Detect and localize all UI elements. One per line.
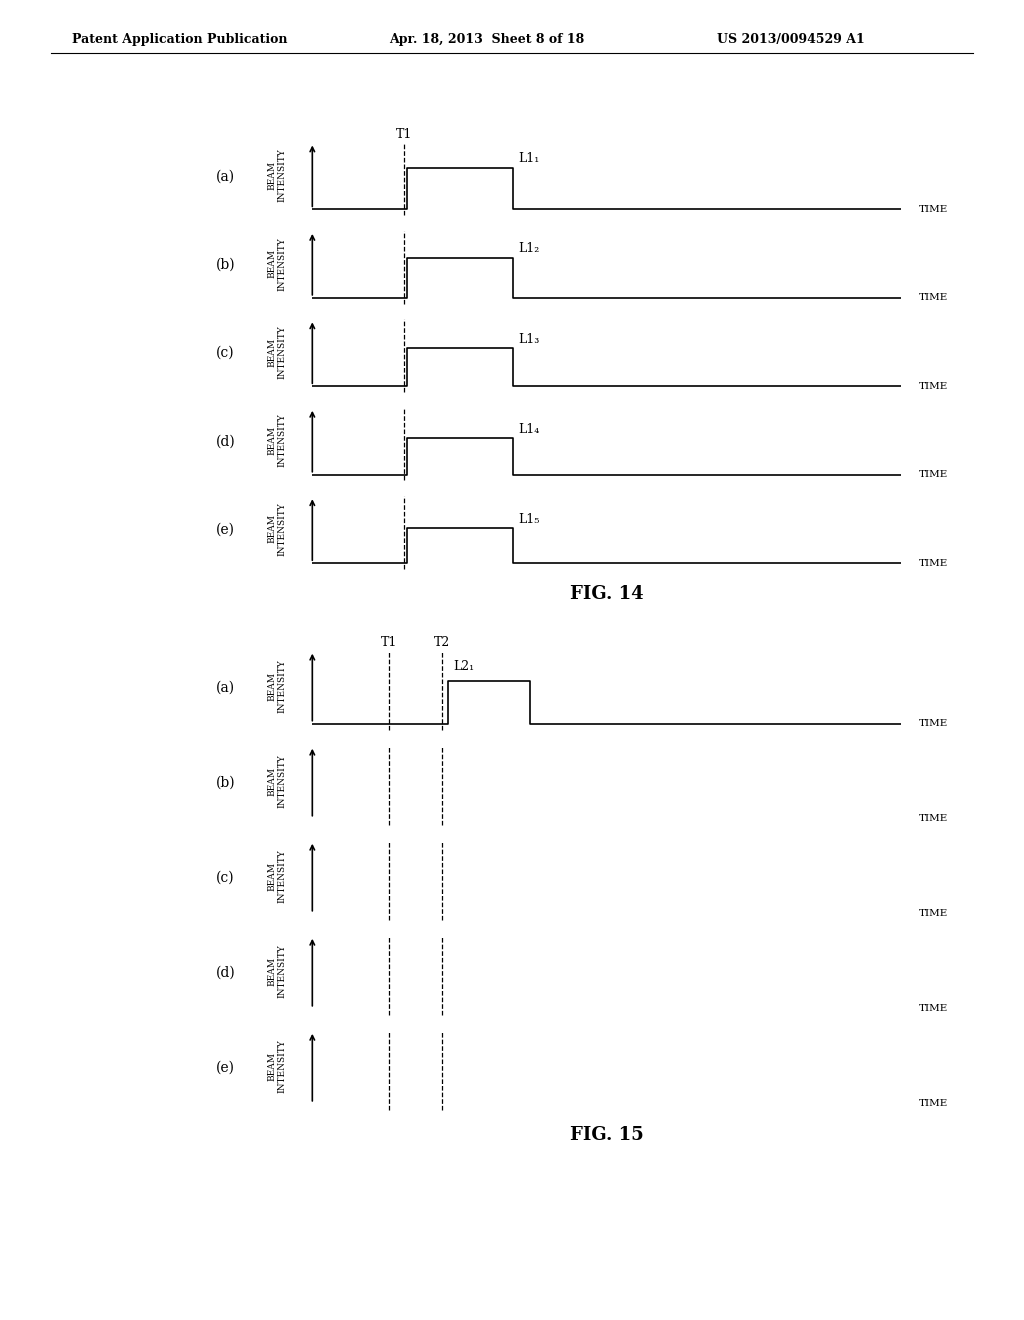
Text: T1: T1 [395,128,412,141]
Text: (a): (a) [216,681,234,694]
Text: (e): (e) [216,1061,234,1074]
Text: BEAM
INTENSITY: BEAM INTENSITY [267,325,287,379]
Text: T1: T1 [381,636,397,649]
Text: TIME: TIME [919,909,948,919]
Text: Apr. 18, 2013  Sheet 8 of 18: Apr. 18, 2013 Sheet 8 of 18 [389,33,585,46]
Text: TIME: TIME [919,1005,948,1014]
Text: L1₂: L1₂ [518,243,540,255]
Text: FIG. 15: FIG. 15 [569,1126,644,1144]
Text: L1₄: L1₄ [518,422,540,436]
Text: (b): (b) [215,257,236,272]
Text: US 2013/0094529 A1: US 2013/0094529 A1 [717,33,864,46]
Text: (c): (c) [216,346,234,360]
Text: TIME: TIME [919,205,948,214]
Text: L1₃: L1₃ [518,333,540,346]
Text: BEAM
INTENSITY: BEAM INTENSITY [267,502,287,556]
Text: BEAM
INTENSITY: BEAM INTENSITY [267,236,287,290]
Text: BEAM
INTENSITY: BEAM INTENSITY [267,755,287,808]
Text: L1₅: L1₅ [518,513,540,525]
Text: BEAM
INTENSITY: BEAM INTENSITY [267,660,287,713]
Text: TIME: TIME [919,1100,948,1109]
Text: BEAM
INTENSITY: BEAM INTENSITY [267,945,287,998]
Text: TIME: TIME [919,470,948,479]
Text: (d): (d) [215,966,236,979]
Text: TIME: TIME [919,558,948,568]
Text: (b): (b) [215,776,236,789]
Text: L2₁: L2₁ [454,660,475,673]
Text: FIG. 14: FIG. 14 [570,585,643,603]
Text: (e): (e) [216,523,234,537]
Text: TIME: TIME [919,814,948,824]
Text: (a): (a) [216,169,234,183]
Text: L1₁: L1₁ [518,152,540,165]
Text: BEAM
INTENSITY: BEAM INTENSITY [267,850,287,903]
Text: BEAM
INTENSITY: BEAM INTENSITY [267,1040,287,1093]
Text: TIME: TIME [919,293,948,302]
Text: TIME: TIME [919,381,948,391]
Text: Patent Application Publication: Patent Application Publication [72,33,287,46]
Text: BEAM
INTENSITY: BEAM INTENSITY [267,413,287,467]
Text: (d): (d) [215,434,236,449]
Text: BEAM
INTENSITY: BEAM INTENSITY [267,148,287,202]
Text: TIME: TIME [919,719,948,729]
Text: (c): (c) [216,871,234,884]
Text: T2: T2 [434,636,450,649]
